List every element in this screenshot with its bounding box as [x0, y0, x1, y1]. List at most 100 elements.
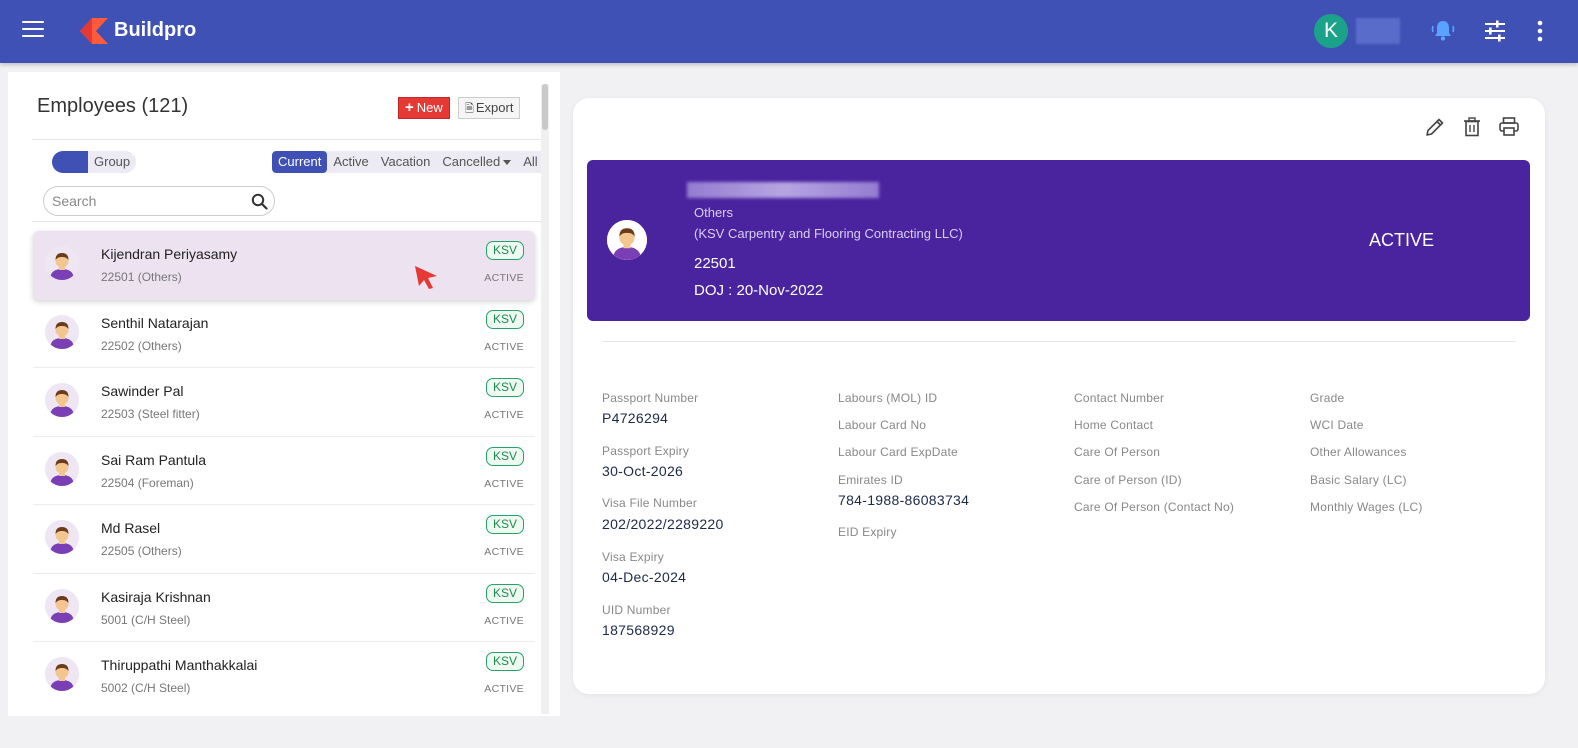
uid-number-label: UID Number [602, 603, 671, 617]
status-badge: ACTIVE [484, 409, 524, 421]
status-filter: Current Active Vacation Cancelled All [272, 151, 544, 173]
filter-active[interactable]: Active [333, 154, 369, 169]
bell-icon[interactable] [1430, 18, 1456, 44]
status-badge: ACTIVE [484, 546, 524, 558]
filter-current[interactable]: Current [272, 151, 328, 173]
employee-name: Sawinder Pal [101, 383, 184, 399]
search-icon[interactable] [251, 193, 268, 210]
list-item[interactable]: Md Rasel 22505 (Others) KSV ACTIVE [33, 505, 535, 574]
care-of-person-id-label: Care of Person (ID) [1074, 473, 1182, 487]
labour-card-expdate-label: Labour Card ExpDate [838, 445, 958, 459]
user-name-blurred[interactable] [1356, 18, 1400, 44]
user-avatar-icon [45, 314, 79, 349]
more-vert-icon[interactable] [1536, 20, 1544, 42]
employee-company: (KSV Carpentry and Flooring Contracting … [694, 226, 963, 241]
filter-vacation[interactable]: Vacation [380, 154, 431, 169]
list-item[interactable]: Kasiraja Krishnan 5001 (C/H Steel) KSV A… [33, 574, 535, 642]
delete-icon[interactable] [1460, 115, 1484, 139]
menu-icon[interactable] [22, 21, 44, 39]
divider [32, 221, 544, 222]
monthly-wages-label: Monthly Wages (LC) [1310, 500, 1423, 514]
care-of-person-label: Care Of Person [1074, 445, 1161, 459]
employee-list-panel: Employees (121) + New 🗎 Export List Group … [8, 72, 560, 716]
employee-code: 22501 (Others) [101, 270, 182, 284]
scrollbar-thumb[interactable] [542, 84, 548, 130]
employee-doj: DOJ : 20-Nov-2022 [694, 282, 824, 299]
list-item[interactable]: Thiruppathi Manthakkalai 5002 (C/H Steel… [33, 642, 535, 711]
list-scrollbar[interactable] [541, 84, 549, 714]
company-badge: KSV [485, 515, 524, 534]
user-avatar-icon [45, 657, 79, 691]
tune-icon[interactable] [1484, 20, 1506, 42]
user-avatar-icon [45, 588, 79, 623]
passport-expiry-label: Passport Expiry [602, 444, 690, 458]
plus-icon: + [405, 99, 414, 116]
employee-name: Senthil Natarajan [101, 314, 209, 331]
employee-list: Kijendran Periyasamy 22501 (Others) KSV … [33, 231, 535, 711]
visa-file-number-value: 202/2022/2289220 [602, 516, 724, 532]
company-badge: KSV [485, 309, 524, 329]
export-button[interactable]: 🗎 Export [458, 97, 521, 119]
list-item[interactable]: Sai Ram Pantula 22504 (Foreman) KSV ACTI… [33, 437, 535, 505]
user-avatar-icon [45, 520, 79, 554]
employee-code: 5001 (C/H Steel) [101, 612, 191, 627]
employee-code: 22504 (Foreman) [101, 475, 194, 490]
employee-name: Kasiraja Krishnan [101, 588, 211, 605]
top-app-bar: Buildpro K [0, 0, 1578, 63]
filter-cancelled[interactable]: Cancelled [436, 151, 517, 173]
passport-number-value: P4726294 [602, 410, 669, 426]
company-badge: KSV [485, 446, 524, 466]
status-badge: ACTIVE [484, 683, 524, 695]
labour-card-no-label: Labour Card No [838, 418, 927, 432]
export-file-icon: 🗎 [465, 103, 474, 115]
contact-number-label: Contact Number [1074, 391, 1165, 405]
status-badge: ACTIVE [484, 477, 524, 490]
print-icon[interactable] [1497, 115, 1521, 139]
edit-icon[interactable] [1423, 115, 1447, 139]
uid-number-value: 187568929 [602, 622, 675, 638]
care-of-person-contact-label: Care Of Person (Contact No) [1074, 500, 1235, 514]
brand-name[interactable]: Buildpro [114, 19, 197, 41]
user-avatar-icon [45, 451, 79, 486]
employee-name-blurred [687, 182, 879, 198]
employee-id: 22501 [694, 255, 736, 272]
wci-date-label: WCI Date [1310, 418, 1364, 432]
passport-expiry-value: 30-Oct-2026 [602, 463, 684, 479]
cursor-arrow-icon [415, 266, 437, 289]
user-avatar-icon [607, 220, 647, 260]
search-box [43, 186, 275, 216]
user-avatar[interactable]: K [1314, 14, 1348, 48]
visa-expiry-label: Visa Expiry [602, 550, 665, 564]
list-item[interactable]: Kijendran Periyasamy 22501 (Others) KSV … [33, 231, 535, 300]
employee-code: 22505 (Others) [101, 544, 182, 558]
list-item[interactable]: Senthil Natarajan 22502 (Others) KSV ACT… [33, 300, 535, 368]
status-badge: ACTIVE [484, 614, 524, 627]
user-avatar-icon [45, 383, 79, 417]
passport-number-label: Passport Number [602, 391, 699, 405]
status-badge: ACTIVE [484, 272, 524, 284]
visa-expiry-value: 04-Dec-2024 [602, 569, 687, 585]
company-badge: KSV [485, 583, 524, 603]
other-allowances-label: Other Allowances [1310, 445, 1407, 459]
grade-label: Grade [1310, 391, 1345, 405]
employee-code: 5002 (C/H Steel) [101, 681, 191, 695]
view-toggle: List Group [52, 151, 137, 173]
employee-name: Thiruppathi Manthakkalai [101, 657, 258, 673]
eid-expiry-label: EID Expiry [838, 525, 897, 539]
employee-name: Md Rasel [101, 520, 161, 536]
divider [32, 139, 544, 140]
basic-salary-label: Basic Salary (LC) [1310, 473, 1407, 487]
view-toggle-list[interactable]: List [52, 151, 88, 173]
filter-all[interactable]: All [523, 154, 538, 169]
search-input[interactable] [52, 191, 242, 211]
view-toggle-group[interactable]: Group [94, 154, 131, 169]
employee-code: 22502 (Others) [101, 338, 182, 353]
list-item[interactable]: Sawinder Pal 22503 (Steel fitter) KSV AC… [33, 368, 535, 437]
employee-banner: Others (KSV Carpentry and Flooring Contr… [587, 160, 1530, 321]
employee-name: Sai Ram Pantula [101, 451, 207, 468]
employee-code: 22503 (Steel fitter) [101, 407, 200, 421]
emirates-id-value: 784-1988-86083734 [838, 492, 970, 508]
brand-logo-icon [80, 18, 108, 44]
status-badge: ACTIVE [1369, 230, 1435, 250]
new-employee-button[interactable]: + New [398, 97, 450, 119]
